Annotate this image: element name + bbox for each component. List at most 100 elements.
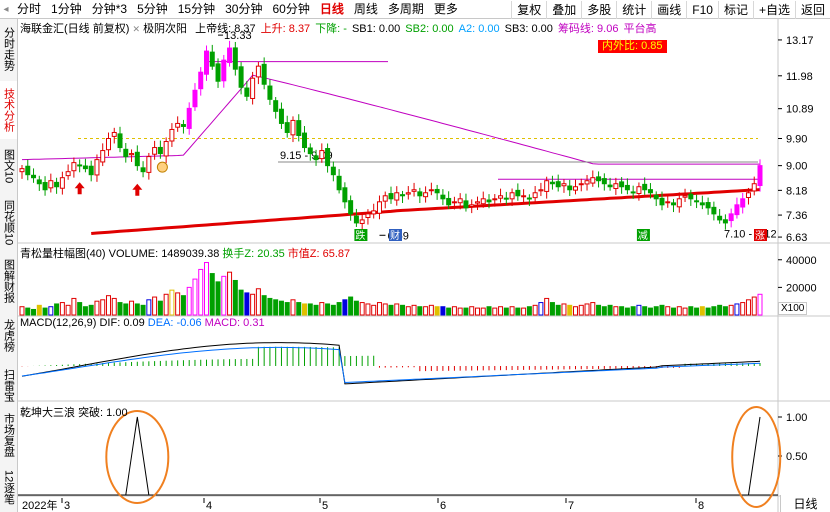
left-tab-6[interactable]: 扫雷宝 (2, 368, 15, 402)
toolbar-action-7[interactable]: +自选 (752, 0, 795, 19)
tag-zhang-box (754, 229, 767, 241)
volume-bar (307, 303, 313, 316)
volume-bar (325, 303, 331, 316)
volume-bar (728, 304, 734, 316)
stock-title[interactable]: 海联金汇(日线 前复权) (20, 23, 130, 35)
candle-body (624, 184, 630, 191)
period-tab-8[interactable]: 周线 (353, 2, 378, 16)
period-tab-9[interactable]: 多周期 (387, 2, 424, 16)
volume-bar (215, 281, 221, 316)
volume-bar (705, 307, 711, 316)
toolbar-action-0[interactable]: 复权 (511, 0, 546, 19)
period-tab-5[interactable]: 30分钟 (225, 2, 263, 16)
candle-body (549, 181, 555, 185)
volume-bar (555, 304, 561, 316)
indicator-name[interactable]: 极阴次阳 (143, 23, 188, 35)
toolbar-action-5[interactable]: F10 (686, 0, 718, 19)
chart-canvas[interactable]: 13.17 11.98 10.89 9.90 9.00 8.18 7.36 6.63 9.15 … (18, 19, 830, 512)
candle-body (699, 202, 705, 206)
volume-bar (717, 304, 723, 316)
left-tab-7[interactable]: 市场复盘 (2, 413, 15, 457)
left-tab-8[interactable]: 12逐笔 (2, 469, 15, 505)
period-tab-4[interactable]: 15分钟 (177, 2, 216, 16)
candle-body (400, 194, 406, 197)
indicator-item-7: 筹码线: 9.06 (557, 23, 619, 35)
volume-bar (117, 302, 123, 316)
volume-bar (688, 306, 694, 316)
period-tab-7[interactable]: 日线 (319, 2, 344, 16)
left-tab-2[interactable]: 图文10 (2, 148, 15, 184)
volume-bar (238, 289, 244, 316)
indicator-close-icon[interactable]: ✕ (132, 24, 140, 34)
volume-bar (140, 304, 146, 316)
volume-bar (515, 307, 521, 316)
volume-bar (111, 297, 117, 316)
left-tab-3[interactable]: 同花顺10 (2, 200, 15, 246)
stock-chart[interactable]: 13.17 11.98 10.89 9.90 9.00 8.18 7.36 6.63 9.15 … (18, 19, 830, 512)
candle-body (336, 175, 342, 191)
x-axis-label: 3 (64, 500, 70, 512)
volume-bar (198, 268, 204, 316)
volume-bar (129, 300, 135, 316)
volume-tick-label: 40000 (786, 255, 817, 267)
left-tab-4[interactable]: 图解财报 (2, 259, 15, 303)
volume-bar (336, 302, 342, 316)
volume-bar (400, 304, 406, 316)
volume-bar (561, 303, 567, 316)
price-tick-label: 8.18 (786, 185, 807, 197)
candle-body (250, 77, 256, 99)
volume-bar (134, 303, 140, 316)
volume-bar (77, 302, 83, 316)
candle-body (244, 87, 250, 97)
volume-bar (244, 292, 250, 316)
candle-body (665, 201, 671, 204)
volume-unit: X100 (778, 302, 808, 315)
candle-body (405, 192, 411, 195)
toolbar-action-6[interactable]: 标记 (717, 0, 753, 19)
highlight-ellipse-1 (105, 410, 170, 504)
toolbar-action-4[interactable]: 画线 (651, 0, 686, 19)
volume-bar (659, 304, 665, 316)
x-axis-label: 6 (440, 500, 446, 512)
x-axis-label: 4 (206, 500, 212, 512)
candle-body (198, 71, 204, 90)
period-tab-6[interactable]: 60分钟 (272, 2, 310, 16)
candle-body (469, 204, 475, 207)
left-tab-0[interactable]: 分时走势 (2, 27, 15, 71)
volume-bar (544, 297, 550, 316)
candle-body (238, 66, 244, 88)
volume-bar (694, 307, 700, 316)
candle-body (423, 192, 429, 198)
volume-bar (451, 306, 457, 316)
period-tab-10[interactable]: 更多 (433, 2, 458, 16)
volume-bar (601, 306, 607, 316)
toolbar-actions: 复权 叠加 多股 统计 画线 F10 标记 +自选 返回 (511, 0, 830, 19)
left-tab-1[interactable]: 技术分析 (0, 81, 17, 139)
candle-body (486, 199, 492, 203)
indicator-item-1: 上升: 8.37 (260, 23, 311, 35)
toolbar-action-1[interactable]: 叠加 (546, 0, 581, 19)
candle-body (359, 219, 365, 224)
toolbar-action-8[interactable]: 返回 (794, 0, 830, 19)
left-tab-5[interactable]: 龙虎榜 (2, 318, 15, 352)
price-tick-label: 11.98 (786, 71, 813, 83)
volume-bar (417, 306, 423, 316)
toolbar-action-3[interactable]: 统计 (616, 0, 651, 19)
volume-bar (209, 273, 215, 316)
period-indicator[interactable]: 日线 (780, 495, 830, 512)
period-tab-1[interactable]: 1分钟 (51, 2, 82, 16)
candle-body (163, 141, 169, 157)
tag-zhang: 涨 (755, 230, 765, 242)
volume-bar (146, 299, 152, 316)
period-tab-0[interactable]: 分时 (17, 2, 42, 16)
volume-title[interactable]: 青松量柱幅图(40) (20, 248, 106, 260)
wave-title[interactable]: 乾坤大三浪 (20, 407, 75, 419)
period-tab-2[interactable]: 分钟*3 (91, 2, 128, 16)
toolbar-action-2[interactable]: 多股 (581, 0, 616, 19)
macd-title[interactable]: MACD(12,26,9) (20, 317, 97, 329)
tag-cai-box (389, 229, 402, 241)
candle-body (411, 189, 417, 192)
volume-bar (613, 306, 619, 316)
period-tab-3[interactable]: 5分钟 (137, 2, 168, 16)
volume-bar (619, 306, 625, 316)
